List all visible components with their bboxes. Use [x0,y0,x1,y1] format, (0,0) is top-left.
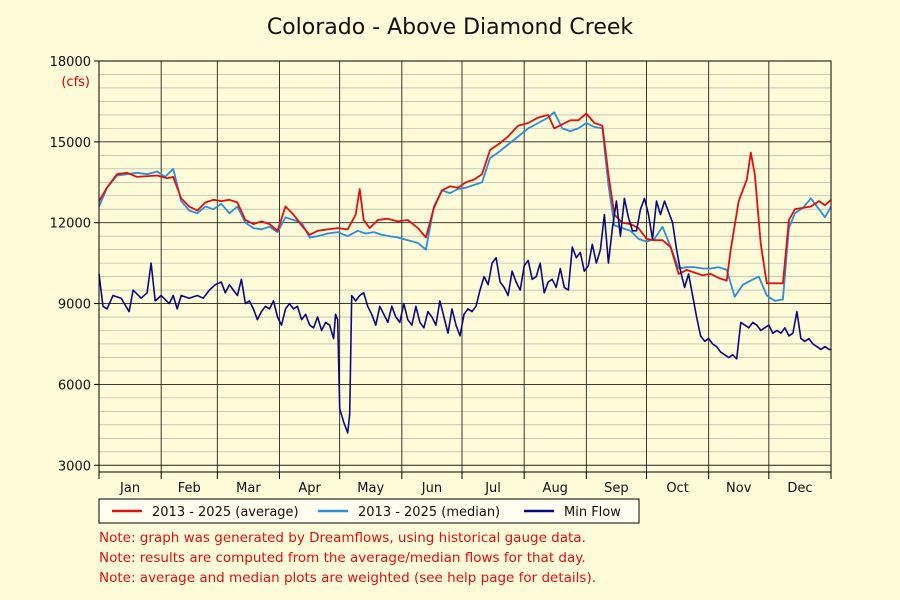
note-3: Note: average and median plots are weigh… [99,570,596,586]
month-label: Nov [726,481,752,496]
y-tick-label: 12000 [50,217,91,232]
series-layer [98,111,832,434]
month-label: Oct [666,481,688,496]
y-tick-label: 6000 [58,378,91,393]
x-axis-ticks: Jan Feb Mar Apr May Jun Jul Aug Sep Oct Nov Dec [98,472,832,496]
series-line [98,197,831,434]
legend: 2013 - 2025 (average) 2013 - 2025 (media… [98,498,640,524]
legend-minflow-label: Min Flow [564,505,621,520]
legend-average-label: 2013 - 2025 (average) [152,505,299,520]
note-2: Note: results are computed from the aver… [99,550,586,566]
month-label: Apr [298,481,321,496]
month-label: Jul [484,481,501,496]
month-label: May [357,481,384,496]
month-label: Jun [421,481,442,496]
major-gridlines [99,60,831,472]
month-label: Dec [787,481,812,496]
month-label: Jan [119,481,140,496]
y-axis-ticks: 18000 15000 12000 9000 6000 3000 [50,55,99,474]
y-tick-label: 15000 [50,136,91,151]
plot-area [99,61,831,472]
month-label: Sep [604,481,629,496]
unit-label: (cfs) [61,75,90,90]
series-line [98,111,832,302]
month-label: Aug [543,481,568,496]
month-label: Mar [236,481,261,496]
month-label: Feb [178,481,201,496]
plot-border [98,60,832,473]
series-line [98,112,832,285]
chart-title: Colorado - Above Diamond Creek [267,15,634,40]
legend-median-label: 2013 - 2025 (median) [358,505,500,520]
note-1: Note: graph was generated by Dreamflows,… [99,530,586,546]
y-tick-label: 18000 [50,55,91,70]
y-tick-label: 3000 [58,459,91,474]
y-tick-label: 9000 [58,298,91,313]
